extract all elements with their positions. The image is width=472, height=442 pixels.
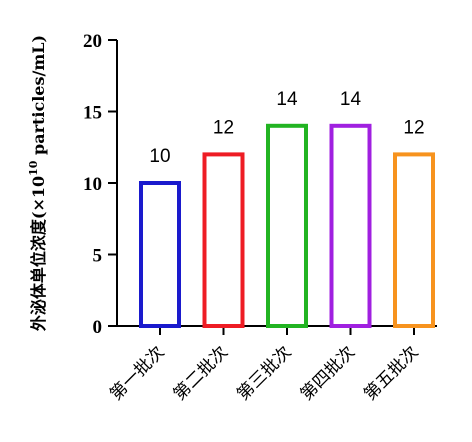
category-label: 第三批次 bbox=[233, 342, 295, 404]
data-label: 14 bbox=[340, 89, 362, 110]
y-tick-label: 20 bbox=[83, 31, 102, 52]
category-label: 第二批次 bbox=[170, 342, 232, 404]
y-axis-title: 外泌体单位浓度(×1010 particles/mL) bbox=[27, 35, 48, 332]
data-label: 12 bbox=[403, 117, 424, 138]
category-label: 第一批次 bbox=[106, 342, 168, 404]
y-axis: 0 5 10 15 20 bbox=[83, 31, 118, 338]
category-label: 第五批次 bbox=[360, 342, 422, 404]
data-label: 14 bbox=[276, 89, 298, 110]
data-labels: 10 12 14 14 12 bbox=[149, 89, 424, 167]
y-tick-label: 10 bbox=[83, 174, 102, 195]
data-label: 10 bbox=[149, 146, 170, 167]
bar bbox=[139, 181, 181, 328]
y-tick-label: 5 bbox=[93, 246, 103, 267]
bar bbox=[266, 123, 308, 328]
y-tick-label: 0 bbox=[93, 317, 103, 338]
bar bbox=[393, 152, 435, 328]
data-label: 12 bbox=[213, 117, 234, 138]
bars bbox=[139, 123, 435, 328]
y-tick-label: 15 bbox=[83, 103, 102, 124]
bar bbox=[202, 152, 245, 328]
category-labels: 第一批次 第二批次 第三批次 第四批次 第五批次 bbox=[106, 342, 422, 404]
bar bbox=[329, 123, 372, 328]
category-label: 第四批次 bbox=[297, 342, 359, 404]
